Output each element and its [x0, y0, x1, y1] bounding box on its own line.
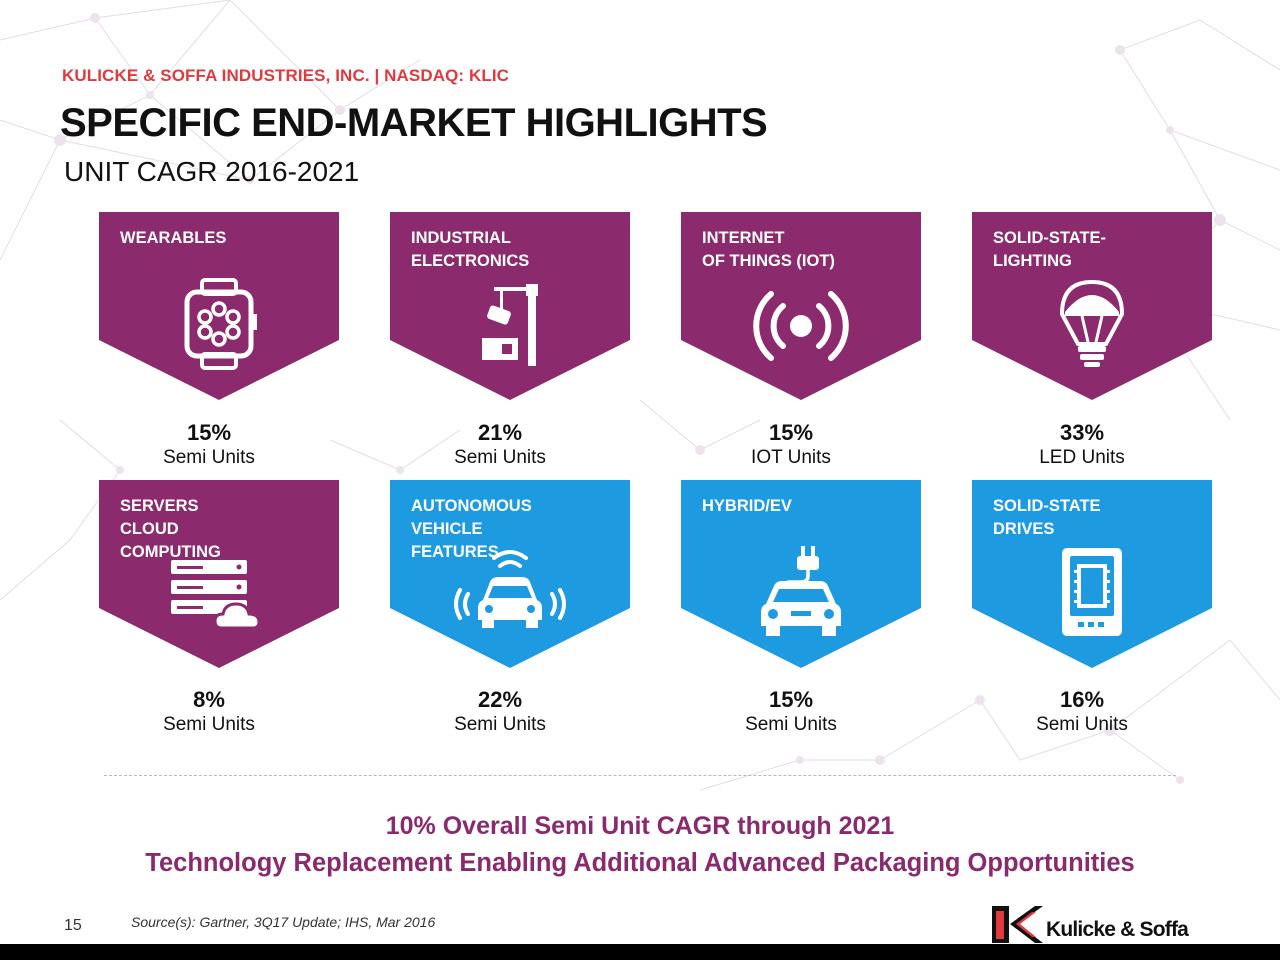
cagr-value: 8% — [193, 687, 225, 712]
unit-label: Semi Units — [163, 714, 255, 735]
source-citation: Source(s): Gartner, 3Q17 Update; IHS, Ma… — [131, 914, 436, 930]
cagr-value: 15% — [768, 420, 814, 445]
cagr-value: 16% — [1059, 687, 1105, 712]
kulicke-soffa-logo — [992, 906, 1043, 943]
page-title: SPECIFIC END-MARKET HIGHLIGHTS — [60, 101, 768, 145]
cagr-value: 21% — [477, 420, 523, 445]
market-stat: 22% Semi Units — [380, 687, 620, 737]
page-subtitle: UNIT CAGR 2016-2021 — [64, 156, 360, 187]
market-label: SOLID-STATE- LIGHTING — [993, 229, 1107, 270]
unit-label: Semi Units — [1036, 714, 1128, 735]
tile-shield-shape — [390, 212, 630, 400]
wireless-signal-icon — [753, 291, 849, 361]
unit-label: Semi Units — [454, 447, 546, 468]
electric-car-icon — [761, 546, 841, 636]
cagr-value: 15% — [768, 687, 814, 712]
tagline: Technology Replacement Enabling Addition… — [145, 849, 1135, 877]
unit-label: IOT Units — [751, 447, 831, 468]
market-stat: 16% Semi Units — [962, 687, 1202, 737]
server-cloud-icon — [171, 560, 261, 630]
cagr-value: 33% — [1059, 420, 1105, 445]
bottom-bar — [0, 944, 1280, 960]
market-stat: 15% IOT Units — [671, 420, 911, 470]
tile-shield-shape — [99, 212, 339, 400]
market-label: SOLID-STATE DRIVES — [993, 497, 1101, 538]
company-ticker-line: KULICKE & SOFFA INDUSTRIES, INC. | NASDA… — [62, 66, 510, 85]
unit-label: LED Units — [1039, 447, 1125, 468]
connected-car-icon — [454, 550, 566, 628]
section-divider — [104, 775, 1176, 776]
market-stat: 21% Semi Units — [380, 420, 620, 470]
market-label: AUTONOMOUS VEHICLE FEATURES — [411, 497, 532, 561]
market-label: INDUSTRIAL ELECTRONICS — [411, 229, 530, 270]
unit-label: Semi Units — [454, 714, 546, 735]
page-number: 15 — [64, 917, 82, 934]
ssd-chip-icon — [1062, 548, 1122, 636]
market-stat: 15% Semi Units — [89, 420, 329, 470]
smartwatch-icon — [184, 278, 257, 370]
market-label: HYBRID/EV — [702, 497, 792, 515]
market-label: SERVERS CLOUD COMPUTING — [120, 497, 221, 561]
light-bulb-icon — [1060, 280, 1124, 367]
tile-shield-shape — [390, 480, 630, 668]
robotic-arm-icon — [482, 284, 538, 366]
cagr-value: 22% — [477, 687, 523, 712]
market-stat: 15% Semi Units — [671, 687, 911, 737]
market-label: WEARABLES — [120, 229, 227, 247]
market-stat: 8% Semi Units — [89, 687, 329, 737]
market-stat: 33% LED Units — [962, 420, 1202, 470]
logo-wordmark: Kulicke & Soffa — [1046, 918, 1189, 941]
tile-shield-shape — [681, 212, 921, 400]
tile-shield-shape — [681, 480, 921, 668]
unit-label: Semi Units — [745, 714, 837, 735]
summary-headline: 10% Overall Semi Unit CAGR through 2021 — [385, 812, 895, 840]
market-label: INTERNET OF THINGS (IOT) — [702, 229, 835, 270]
cagr-value: 15% — [186, 420, 232, 445]
unit-label: Semi Units — [163, 447, 255, 468]
